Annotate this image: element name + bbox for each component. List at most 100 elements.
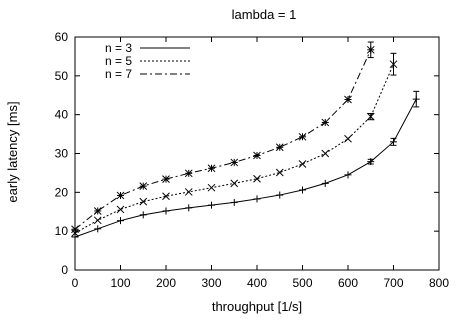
data-point (93, 207, 102, 215)
legend-label: n = 7 (105, 67, 132, 81)
marker-stroke (230, 179, 239, 188)
data-point (230, 158, 239, 167)
data-point (230, 179, 239, 188)
marker-stroke (116, 191, 125, 200)
marker-stroke (207, 164, 216, 173)
data-point (139, 182, 148, 190)
x-tick-label: 800 (429, 276, 449, 290)
y-tick-label: 40 (55, 108, 69, 122)
x-tick-label: 300 (201, 276, 221, 290)
series-line (74, 98, 417, 238)
data-point (275, 143, 284, 152)
marker-stroke (230, 158, 239, 167)
x-tick-label: 400 (247, 276, 267, 290)
data-point (298, 132, 307, 141)
data-point (366, 112, 375, 121)
x-tick-label: 700 (383, 276, 403, 290)
marker-stroke (71, 225, 79, 234)
data-point (93, 216, 102, 225)
data-point (389, 60, 398, 69)
marker-stroke (139, 182, 148, 190)
data-point (139, 197, 148, 206)
data-point (276, 191, 284, 199)
y-tick-label: 0 (61, 263, 68, 277)
marker-stroke (253, 174, 261, 183)
data-point (71, 233, 79, 241)
data-point (184, 169, 193, 178)
series-layer (71, 41, 420, 241)
data-point (184, 188, 193, 196)
x-tick-label: 100 (110, 276, 130, 290)
data-point (366, 45, 375, 54)
data-point (412, 95, 420, 103)
x-tick-label: 0 (72, 276, 79, 290)
series-n-5 (71, 52, 398, 237)
data-point (71, 229, 79, 237)
data-point (321, 118, 330, 127)
y-tick-label: 60 (55, 30, 69, 44)
data-point (344, 95, 352, 104)
axes: 0 100 200 300 400 500 600 700 800 0 10 20 30 40 50 60 (55, 30, 450, 290)
marker-stroke (344, 134, 352, 143)
marker-stroke (275, 143, 284, 152)
data-point (275, 168, 284, 177)
data-point (367, 158, 375, 166)
y-tick-label: 20 (55, 185, 69, 199)
data-point (162, 192, 170, 201)
y-tick-label: 30 (55, 147, 69, 161)
data-point (207, 183, 216, 192)
marker-stroke (116, 205, 125, 214)
marker-stroke (139, 197, 148, 206)
chart-title: lambda = 1 (232, 7, 297, 22)
data-point (116, 191, 125, 200)
marker-stroke (366, 45, 375, 54)
marker-stroke (298, 132, 307, 141)
data-point (162, 207, 170, 215)
legend-label: n = 5 (105, 54, 132, 68)
marker-stroke (389, 60, 398, 69)
series-n-3 (71, 90, 420, 241)
data-point (162, 175, 170, 183)
marker-stroke (93, 216, 102, 225)
x-tick-label: 600 (338, 276, 358, 290)
marker-stroke (184, 188, 193, 196)
data-point (116, 205, 125, 214)
data-point (94, 225, 102, 233)
data-point (139, 211, 147, 219)
data-point (117, 217, 124, 225)
marker-stroke (207, 183, 216, 192)
legend: n = 3n = 5n = 7 (105, 41, 190, 81)
data-point (344, 134, 352, 143)
y-tick-label: 10 (55, 224, 69, 238)
data-point (253, 151, 261, 160)
data-point (185, 204, 193, 212)
y-axis-label: early latency [ms] (5, 101, 20, 202)
marker-stroke (298, 160, 307, 168)
legend-label: n = 3 (105, 41, 132, 55)
data-point (298, 160, 307, 168)
marker-stroke (253, 151, 261, 160)
x-axis-label: throughput [1/s] (212, 299, 302, 314)
marker-stroke (366, 112, 375, 121)
data-point (230, 198, 238, 206)
data-point (321, 179, 329, 187)
data-point (208, 201, 215, 209)
marker-stroke (162, 175, 170, 183)
marker-stroke (344, 95, 352, 104)
data-point (253, 195, 261, 203)
data-point (71, 225, 79, 234)
data-point (207, 164, 216, 173)
data-point (321, 149, 330, 158)
data-point (253, 174, 261, 183)
y-tick-label: 50 (55, 69, 69, 83)
marker-stroke (321, 118, 330, 127)
x-tick-label: 200 (156, 276, 176, 290)
marker-stroke (184, 169, 193, 178)
x-tick-label: 500 (292, 276, 312, 290)
data-point (299, 186, 306, 194)
marker-stroke (71, 229, 79, 237)
series-line (74, 49, 372, 230)
marker-stroke (162, 192, 170, 201)
marker-stroke (321, 149, 330, 158)
